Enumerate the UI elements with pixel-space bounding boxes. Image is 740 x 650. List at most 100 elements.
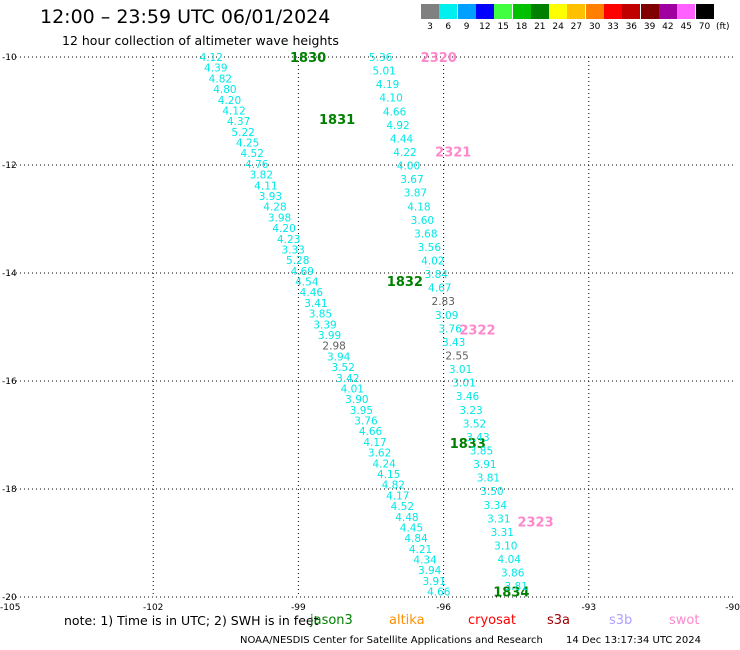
wave-height-value: 4.20 <box>272 223 295 235</box>
scale-swatch <box>475 4 494 19</box>
lat-tick-label: -14 <box>2 269 17 279</box>
wave-height-value: 3.76 <box>438 323 462 335</box>
scale-swatch <box>512 4 531 19</box>
scale-swatch <box>457 4 476 19</box>
wave-height-value: 3.52 <box>332 362 355 374</box>
wave-height-value: 3.86 <box>501 568 525 580</box>
wave-height-value: 3.81 <box>477 473 500 485</box>
pass-time-label: 2320 <box>421 51 457 66</box>
wave-height-value: 3.81 <box>505 581 528 593</box>
lat-tick-label: -18 <box>2 485 17 495</box>
scale-label: 42 <box>662 22 674 32</box>
lat-tick-label: -16 <box>2 377 17 387</box>
wave-height-value: 5.22 <box>231 127 254 139</box>
wave-height-value: 3.98 <box>268 212 291 224</box>
wave-height-value: 3.91 <box>473 459 496 471</box>
scale-swatch <box>658 4 677 19</box>
wave-height-value: 3.34 <box>484 500 508 512</box>
scale-swatch <box>494 4 513 19</box>
lon-tick-label: -96 <box>436 603 451 613</box>
wave-height-value: 4.15 <box>377 469 400 481</box>
wave-height-value: 3.23 <box>459 405 482 417</box>
wave-height-value: 3.84 <box>425 269 449 281</box>
wave-height-value: 4.12 <box>200 52 223 64</box>
wave-height-value: 3.91 <box>423 576 446 588</box>
wave-height-value: 3.87 <box>404 188 427 200</box>
map-title: 12:00 – 23:59 UTC 06/01/2024 <box>40 6 331 28</box>
scale-label: 45 <box>680 22 692 32</box>
wave-height-value: 3.94 <box>418 565 442 577</box>
satellite-legend-s3a: s3a <box>547 613 571 628</box>
wave-height-value: 4.46 <box>300 287 324 299</box>
satellite-legend-cryosat: cryosat <box>468 613 516 628</box>
scale-swatch <box>622 4 641 19</box>
pass-time-label: 2321 <box>435 146 471 161</box>
scale-label: 6 <box>445 22 452 32</box>
wave-height-value: 4.82 <box>382 480 405 492</box>
wave-height-value: 4.02 <box>421 256 444 268</box>
footer-note: note: 1) Time is in UTC; 2) SWH is in fe… <box>64 613 319 628</box>
wave-height-value: 4.37 <box>227 116 250 128</box>
wave-height-value: 3.56 <box>418 242 442 254</box>
scale-label: 70 <box>698 22 711 32</box>
wave-height-value: 3.10 <box>494 540 517 552</box>
wave-height-value: 4.23 <box>277 234 300 246</box>
wave-height-value: 5.01 <box>372 66 395 78</box>
wave-height-value: 4.18 <box>407 201 430 213</box>
scale-swatch <box>530 4 549 19</box>
wave-height-value: 4.45 <box>400 522 423 534</box>
wave-height-value: 3.01 <box>452 378 475 390</box>
scale-swatch <box>439 4 458 19</box>
wave-height-value: 4.54 <box>295 277 319 289</box>
wave-height-value: 3.50 <box>480 486 503 498</box>
scale-swatch <box>421 4 439 19</box>
wave-height-value: 4.39 <box>204 63 227 75</box>
wave-height-value: 4.66 <box>427 587 451 599</box>
wave-height-value: 3.60 <box>411 215 434 227</box>
scale-label: 12 <box>479 22 491 32</box>
wave-height-value: 3.41 <box>304 298 327 310</box>
pass-time-label: 2323 <box>517 515 553 530</box>
wave-height-value: 3.31 <box>491 527 514 539</box>
wave-height-value: 4.20 <box>218 95 241 107</box>
wave-height-value: 3.93 <box>259 191 282 203</box>
wave-height-value: 4.10 <box>379 93 402 105</box>
wave-height-value: 4.52 <box>241 148 264 160</box>
wave-height-value: 4.80 <box>213 84 236 96</box>
wave-height-value: 4.01 <box>341 383 364 395</box>
scale-label: 21 <box>534 22 546 32</box>
scale-label: 9 <box>463 22 470 32</box>
map-subtitle: 12 hour collection of altimeter wave hei… <box>62 33 339 48</box>
wave-height-value: 4.92 <box>386 120 409 132</box>
scale-label: 39 <box>643 22 656 32</box>
wave-height-value: 3.85 <box>470 446 493 458</box>
lon-tick-label: -102 <box>143 603 163 613</box>
scale-label: 18 <box>515 22 528 32</box>
wave-height-value: 3.01 <box>449 364 472 376</box>
wave-height-value: 3.85 <box>309 309 332 321</box>
wave-height-value: 3.94 <box>327 351 351 363</box>
pass-time-label: 1830 <box>290 51 326 66</box>
scale-label: 33 <box>607 22 619 32</box>
wave-height-value: 3.43 <box>466 432 489 444</box>
wave-height-value: 3.31 <box>487 513 510 525</box>
lat-tick-label: -12 <box>2 161 17 171</box>
scale-swatch <box>604 4 622 19</box>
wave-height-value: 4.52 <box>391 501 414 513</box>
scale-swatch <box>585 4 604 19</box>
wave-height-value: 4.76 <box>245 159 269 171</box>
satellite-legend-s3b: s3b <box>609 613 633 628</box>
scale-unit: (ft) <box>716 22 730 32</box>
satellite-legend-swot: swot <box>669 613 700 628</box>
scale-swatch <box>695 4 714 19</box>
wave-height-value: 4.69 <box>291 266 314 278</box>
wave-height-value: 4.34 <box>413 555 437 567</box>
lon-tick-label: -90 <box>725 603 740 613</box>
wave-height-value: 3.68 <box>414 228 437 240</box>
wave-height-value: 3.95 <box>350 405 373 417</box>
wave-height-value: 5.28 <box>286 255 309 267</box>
wave-height-value: 3.76 <box>354 416 378 428</box>
wave-height-value: 3.42 <box>336 373 359 385</box>
wave-height-value: 3.43 <box>442 337 465 349</box>
wave-height-value: 3.33 <box>281 244 304 256</box>
